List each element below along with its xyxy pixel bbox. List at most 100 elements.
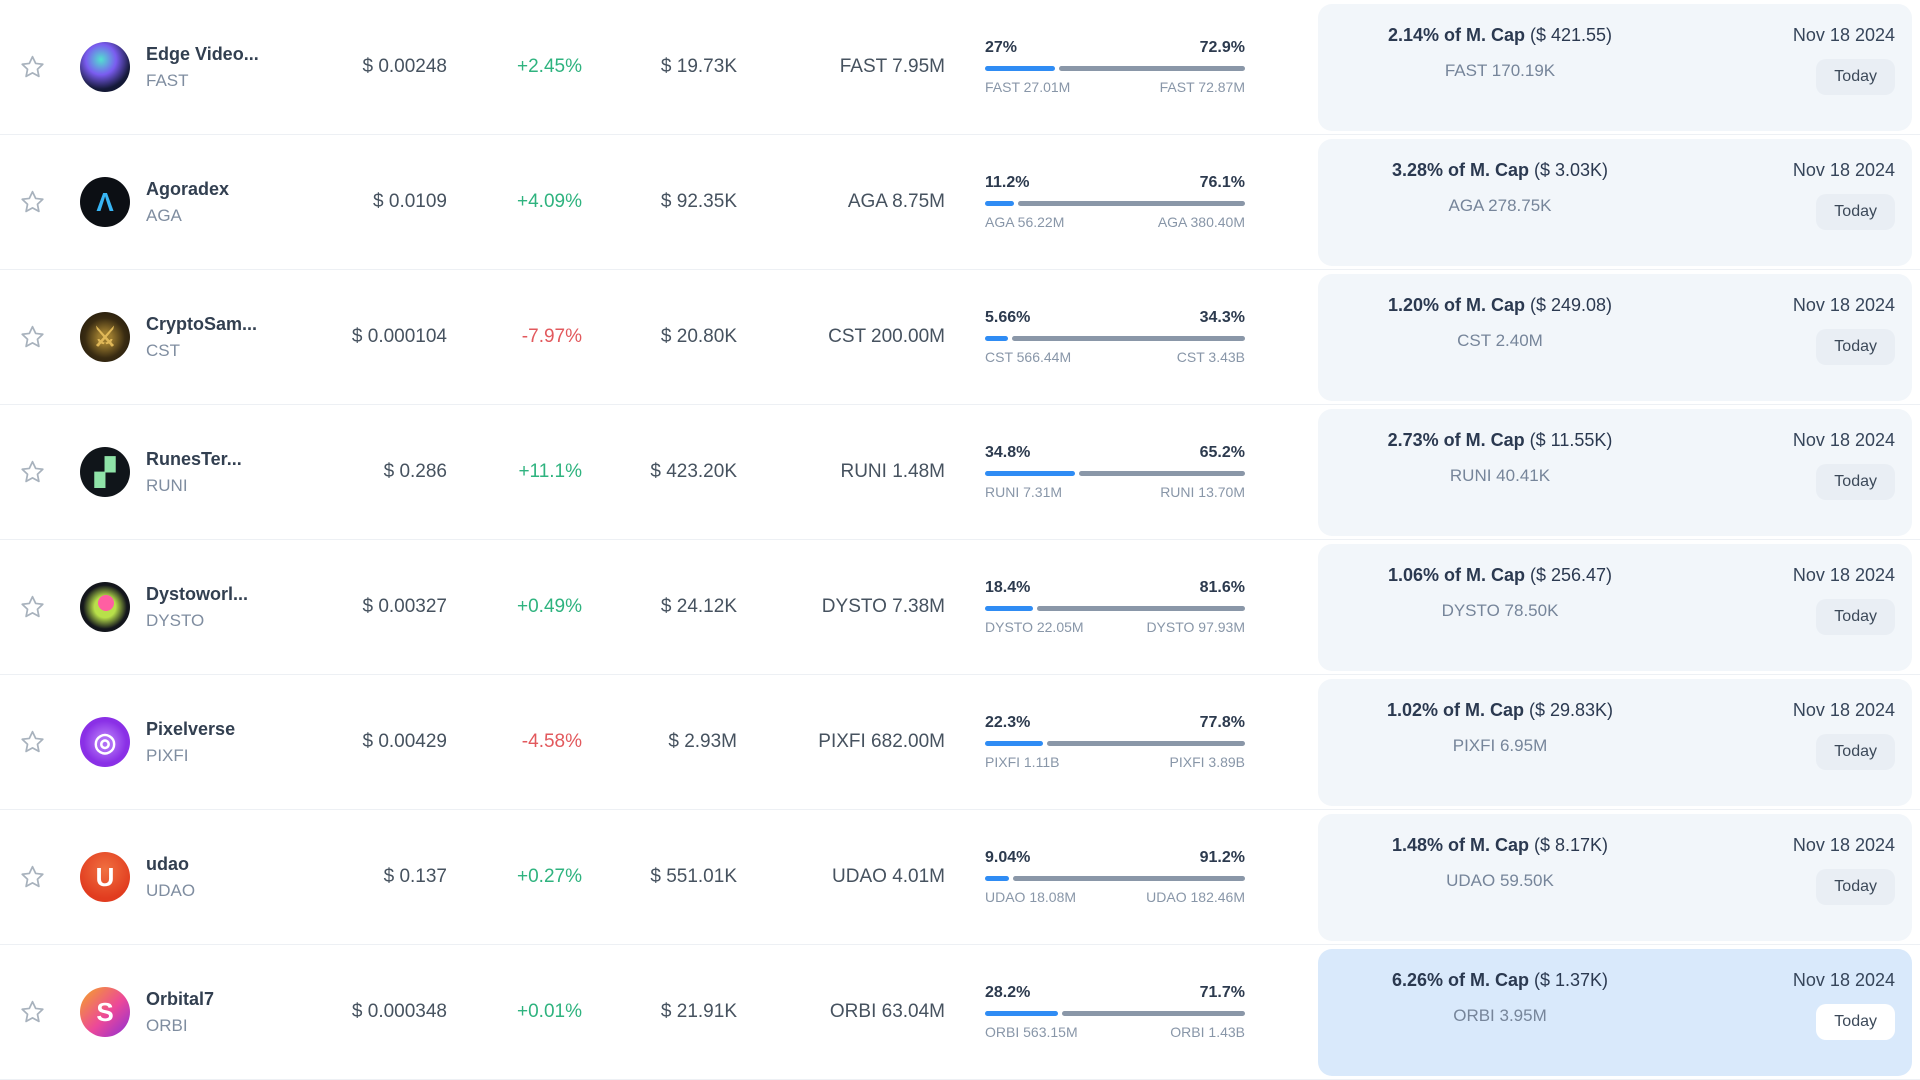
token-logo-glyph: ◎ (93, 727, 117, 757)
volume-value: $ 2.93M (668, 731, 737, 752)
token-price: $ 0.00429 (362, 731, 447, 752)
token-logo-glyph: S (96, 997, 114, 1027)
mcap-usd-value: ($ 8.17K) (1534, 834, 1609, 855)
token-row[interactable]: S Orbital7 ORBI $ 0.000348 +0.01% $ 21.9… (0, 945, 1920, 1080)
unlock-progress-bar (985, 1011, 1245, 1016)
token-name[interactable]: CryptoSam... (146, 313, 258, 334)
progress-bar-remaining (1012, 876, 1245, 881)
supply-value: RUNI 1.48M (840, 461, 945, 482)
token-row[interactable]: ◎ Pixelverse PIXFI $ 0.00429 -4.58% $ 2.… (0, 675, 1920, 810)
price-change-percent: +0.27% (517, 866, 582, 887)
token-price: $ 0.00327 (362, 596, 447, 617)
favorite-star-icon[interactable] (15, 455, 50, 489)
token-logo: U (80, 852, 130, 902)
progress-bar-filled (985, 606, 1033, 611)
unlock-date: Nov 18 2024 (1792, 159, 1895, 180)
token-name[interactable]: Edge Video... (146, 43, 259, 64)
favorite-star-icon[interactable] (15, 860, 50, 894)
supply-value: ORBI 63.04M (829, 1001, 945, 1022)
progress-bar-filled (985, 66, 1056, 71)
locked-percent: 34.3% (1199, 309, 1245, 326)
token-price: $ 0.00248 (362, 56, 447, 77)
price-change-percent: +11.1% (518, 461, 582, 482)
token-name[interactable]: Agoradex (146, 178, 230, 199)
unlock-progress-bar (985, 606, 1245, 611)
token-name[interactable]: RunesTer... (146, 448, 242, 469)
locked-amount: UDAO 182.46M (1146, 889, 1245, 905)
supply-value: PIXFI 682.00M (818, 731, 945, 752)
token-row[interactable]: ▞ RunesTer... RUNI $ 0.286 +11.1% $ 423.… (0, 405, 1920, 540)
volume-value: $ 551.01K (650, 866, 737, 887)
unlock-progress-bar (985, 471, 1245, 476)
token-logo: ◎ (80, 717, 130, 767)
token-name[interactable]: udao (146, 853, 189, 874)
progress-bar-remaining (1012, 336, 1245, 341)
unlocked-percent: 18.4% (985, 579, 1031, 596)
favorite-star-icon[interactable] (15, 320, 50, 354)
mcap-percent: 1.06% of M. Cap (1387, 564, 1525, 585)
locked-percent: 72.9% (1199, 39, 1245, 56)
token-row[interactable]: U udao UDAO $ 0.137 +0.27% $ 551.01K UDA… (0, 810, 1920, 945)
unlock-date: Nov 18 2024 (1792, 429, 1895, 450)
unlocked-percent: 11.2% (985, 174, 1030, 191)
token-ticker: AGA (146, 205, 182, 225)
locked-percent: 71.7% (1199, 984, 1245, 1001)
unlock-token-amount: AGA 278.75K (1448, 195, 1552, 215)
unlock-progress: 34.8% 65.2% RUNI 7.31M RUNI 13.70M (985, 444, 1245, 500)
unlock-date: Nov 18 2024 (1792, 834, 1895, 855)
unlock-progress: 22.3% 77.8% PIXFI 1.11B PIXFI 3.89B (985, 714, 1245, 770)
progress-bar-remaining (1059, 66, 1245, 71)
unlock-progress: 27% 72.9% FAST 27.01M FAST 72.87M (985, 39, 1245, 95)
unlock-token-amount: CST 2.40M (1457, 330, 1543, 350)
unlock-date: Nov 18 2024 (1792, 564, 1895, 585)
unlock-event-panel: 1.02% of M. Cap ($ 29.83K) PIXFI 6.95M N… (1318, 678, 1912, 806)
mcap-usd-value: ($ 421.55) (1529, 24, 1613, 45)
favorite-star-icon[interactable] (15, 185, 50, 219)
mcap-usd-value: ($ 256.47) (1529, 564, 1613, 585)
unlock-event-panel: 1.48% of M. Cap ($ 8.17K) UDAO 59.50K No… (1318, 813, 1912, 941)
token-ticker: CST (146, 340, 180, 360)
unlock-progress: 9.04% 91.2% UDAO 18.08M UDAO 182.46M (985, 849, 1245, 905)
mcap-percent: 2.14% of M. Cap (1387, 24, 1525, 45)
token-name[interactable]: Dystoworl... (146, 583, 249, 604)
favorite-star-icon[interactable] (15, 725, 50, 759)
volume-value: $ 20.80K (660, 326, 737, 347)
token-row[interactable]: Edge Video... FAST $ 0.00248 +2.45% $ 19… (0, 0, 1920, 135)
token-name[interactable]: Pixelverse (146, 718, 236, 739)
unlock-progress-bar (985, 66, 1245, 71)
token-price: $ 0.286 (383, 461, 447, 482)
mcap-percent: 3.28% of M. Cap (1391, 159, 1529, 180)
token-price: $ 0.137 (383, 866, 447, 887)
locked-amount: ORBI 1.43B (1170, 1024, 1245, 1040)
mcap-percent: 1.20% of M. Cap (1387, 294, 1525, 315)
today-badge: Today (1816, 193, 1895, 230)
token-price: $ 0.0109 (373, 191, 447, 212)
price-change-percent: +4.09% (517, 191, 582, 212)
token-row[interactable]: ⚔ CryptoSam... CST $ 0.000104 -7.97% $ 2… (0, 270, 1920, 405)
token-name[interactable]: Orbital7 (146, 988, 215, 1009)
unlocked-percent: 27% (985, 39, 1018, 56)
today-badge: Today (1816, 868, 1895, 905)
locked-percent: 91.2% (1199, 849, 1245, 866)
supply-value: DYSTO 7.38M (821, 596, 945, 617)
favorite-star-icon[interactable] (15, 50, 50, 84)
progress-bar-remaining (1046, 741, 1245, 746)
unlocked-percent: 9.04% (985, 849, 1031, 866)
token-logo (80, 582, 130, 632)
volume-value: $ 19.73K (660, 56, 737, 77)
locked-percent: 76.1% (1199, 174, 1245, 191)
progress-bar-filled (985, 201, 1015, 206)
unlock-date: Nov 18 2024 (1792, 24, 1895, 45)
token-ticker: DYSTO (146, 610, 205, 630)
token-price: $ 0.000104 (351, 326, 447, 347)
token-row[interactable]: Λ Agoradex AGA $ 0.0109 +4.09% $ 92.35K … (0, 135, 1920, 270)
mcap-usd-value: ($ 11.55K) (1529, 429, 1613, 450)
favorite-star-icon[interactable] (15, 590, 50, 624)
unlock-event-panel: 1.20% of M. Cap ($ 249.08) CST 2.40M Nov… (1318, 273, 1912, 401)
token-row[interactable]: Dystoworl... DYSTO $ 0.00327 +0.49% $ 24… (0, 540, 1920, 675)
locked-percent: 65.2% (1199, 444, 1245, 461)
locked-percent: 77.8% (1199, 714, 1245, 731)
today-badge: Today (1816, 733, 1895, 770)
favorite-star-icon[interactable] (15, 995, 50, 1029)
unlock-event-panel: 3.28% of M. Cap ($ 3.03K) AGA 278.75K No… (1318, 138, 1912, 266)
